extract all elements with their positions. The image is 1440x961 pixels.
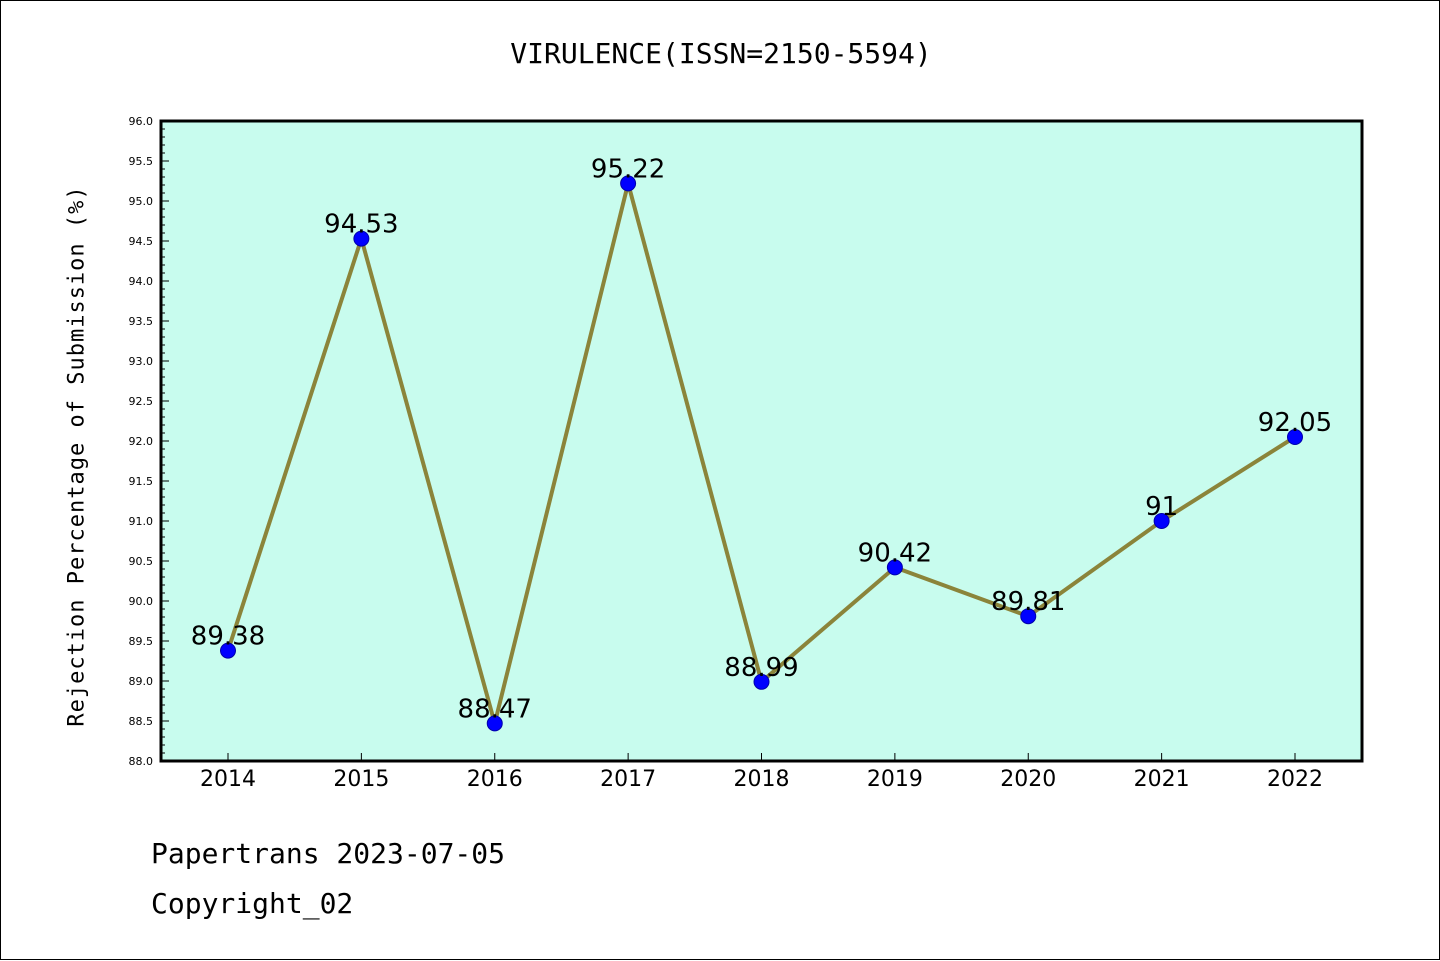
y-tick-label: 91.0 xyxy=(129,515,154,528)
y-tick-label: 90.5 xyxy=(129,555,154,568)
plot-area xyxy=(161,121,1362,761)
x-tick-label: 2022 xyxy=(1267,767,1323,792)
data-point xyxy=(220,642,236,659)
footer-copyright: Copyright_02 xyxy=(151,887,354,920)
x-tick-label: 2014 xyxy=(200,767,256,792)
plot-border xyxy=(159,119,1364,763)
data-point xyxy=(353,230,370,247)
x-tick-label: 2021 xyxy=(1134,767,1190,792)
data-point xyxy=(486,715,503,732)
y-tick-label: 88.0 xyxy=(129,755,154,768)
y-tick-label: 93.0 xyxy=(129,355,154,368)
y-tick-label: 92.0 xyxy=(129,435,154,448)
footer-date: Papertrans 2023-07-05 xyxy=(151,837,506,870)
data-point xyxy=(1020,608,1037,625)
data-label: 89.38 xyxy=(191,622,265,652)
y-tick-label: 88.5 xyxy=(129,715,154,728)
y-tick-label: 93.5 xyxy=(129,315,154,328)
y-tick-label: 96.0 xyxy=(129,115,154,128)
y-tick-label: 94.0 xyxy=(129,275,154,288)
data-label: 90.42 xyxy=(858,538,932,568)
x-tick-label: 2019 xyxy=(867,767,923,792)
data-point xyxy=(1153,513,1170,529)
y-tick-label: 89.0 xyxy=(129,675,154,688)
y-tick-label: 89.5 xyxy=(129,635,154,648)
y-tick-label: 92.5 xyxy=(129,395,154,408)
data-label: 91 xyxy=(1145,492,1178,522)
x-tick-label: 2017 xyxy=(600,767,656,792)
y-tick-label: 94.5 xyxy=(129,235,154,248)
data-label: 88.99 xyxy=(724,653,798,683)
x-tick-label: 2015 xyxy=(333,767,389,792)
data-point xyxy=(1287,429,1303,445)
data-label: 95.22 xyxy=(591,154,665,184)
data-label: 92.05 xyxy=(1258,408,1332,438)
data-point xyxy=(620,175,637,192)
y-tick-label: 91.5 xyxy=(129,475,154,488)
y-tick-label: 95.0 xyxy=(129,195,154,208)
y-tick-label: 95.5 xyxy=(129,155,154,168)
y-tick-label: 90.0 xyxy=(129,595,154,608)
chart-title: VIRULENCE(ISSN=2150-5594) xyxy=(510,37,932,70)
data-point xyxy=(753,673,770,690)
data-label: 94.53 xyxy=(324,210,398,240)
x-tick-label: 2016 xyxy=(467,767,523,792)
data-label: 89.81 xyxy=(991,587,1065,617)
data-label: 88.47 xyxy=(458,694,532,724)
x-tick-label: 2020 xyxy=(1000,767,1056,792)
data-point xyxy=(886,559,903,576)
x-tick-label: 2018 xyxy=(734,767,790,792)
